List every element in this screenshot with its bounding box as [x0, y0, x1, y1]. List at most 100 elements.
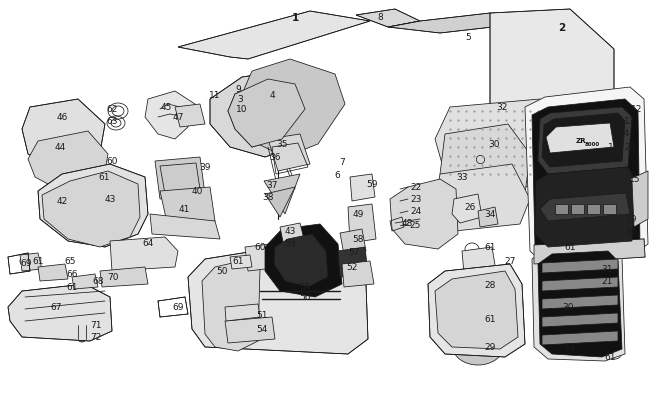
Polygon shape	[160, 188, 215, 228]
Text: 54: 54	[256, 325, 268, 334]
Text: 67: 67	[50, 303, 62, 312]
Text: 6: 6	[334, 171, 340, 180]
Polygon shape	[150, 215, 220, 239]
Text: 43: 43	[104, 195, 116, 204]
Polygon shape	[340, 230, 366, 256]
Polygon shape	[534, 239, 645, 264]
Text: 13: 13	[624, 117, 636, 126]
Polygon shape	[38, 164, 148, 247]
Polygon shape	[587, 205, 600, 215]
Text: 56: 56	[299, 293, 311, 302]
Text: 55: 55	[299, 283, 311, 292]
Polygon shape	[264, 175, 300, 215]
Polygon shape	[440, 125, 530, 205]
Polygon shape	[356, 10, 420, 28]
Polygon shape	[435, 271, 518, 349]
Text: 22: 22	[410, 183, 422, 192]
Polygon shape	[72, 274, 98, 289]
Text: 2: 2	[558, 23, 566, 33]
Text: 19: 19	[626, 215, 638, 224]
Polygon shape	[538, 252, 622, 357]
Text: 52: 52	[346, 263, 358, 272]
Text: 50: 50	[216, 267, 228, 276]
Text: 29: 29	[484, 343, 496, 352]
Text: 45: 45	[161, 103, 172, 112]
Text: 61: 61	[564, 343, 576, 352]
Text: 40: 40	[191, 187, 203, 196]
Text: 8000: 8000	[584, 142, 599, 147]
Polygon shape	[490, 10, 614, 145]
Text: 21: 21	[601, 277, 613, 286]
Text: ZR: ZR	[576, 138, 586, 144]
Text: 61: 61	[564, 243, 576, 252]
Polygon shape	[110, 237, 178, 271]
Text: 58: 58	[352, 235, 364, 244]
Polygon shape	[38, 264, 68, 281]
Text: 26: 26	[464, 203, 476, 212]
Text: 61: 61	[232, 257, 244, 266]
Polygon shape	[178, 12, 370, 60]
Polygon shape	[428, 264, 525, 357]
Text: 35: 35	[276, 140, 288, 149]
Polygon shape	[230, 256, 252, 269]
Text: 31: 31	[601, 265, 613, 274]
Polygon shape	[542, 331, 618, 345]
Text: 14: 14	[619, 129, 630, 138]
Polygon shape	[532, 100, 640, 259]
Text: 8: 8	[377, 13, 383, 22]
Polygon shape	[155, 158, 205, 200]
Polygon shape	[555, 205, 568, 215]
Text: 69: 69	[20, 259, 32, 268]
Text: 70: 70	[107, 273, 119, 282]
Text: 41: 41	[178, 205, 190, 214]
Text: 34: 34	[484, 210, 496, 219]
Text: 65: 65	[64, 257, 76, 266]
Polygon shape	[210, 72, 320, 158]
Text: 27: 27	[504, 257, 515, 266]
Polygon shape	[338, 247, 368, 277]
Text: 57: 57	[348, 248, 359, 257]
Text: 18: 18	[612, 155, 624, 164]
Polygon shape	[532, 243, 625, 361]
Polygon shape	[542, 295, 618, 309]
Polygon shape	[22, 100, 105, 175]
Polygon shape	[478, 207, 498, 228]
Text: 60: 60	[106, 157, 118, 166]
Polygon shape	[546, 124, 614, 153]
Text: 28: 28	[484, 281, 496, 290]
Text: 4: 4	[269, 90, 275, 99]
Text: 44: 44	[55, 143, 66, 152]
Polygon shape	[268, 135, 310, 172]
Text: 63: 63	[106, 117, 118, 126]
Polygon shape	[542, 313, 618, 327]
Text: 60: 60	[254, 243, 266, 252]
Polygon shape	[8, 284, 112, 341]
Text: 61: 61	[32, 257, 44, 266]
Text: 7: 7	[339, 158, 345, 167]
Text: 23: 23	[410, 195, 422, 204]
Text: 53: 53	[284, 239, 296, 248]
Polygon shape	[28, 132, 108, 198]
Text: 1: 1	[291, 13, 298, 23]
Text: 17: 17	[608, 143, 619, 152]
Text: 9: 9	[235, 85, 241, 94]
Polygon shape	[452, 194, 482, 224]
Text: 20: 20	[624, 143, 636, 152]
Text: 39: 39	[200, 163, 211, 172]
Text: 16: 16	[626, 227, 638, 236]
Ellipse shape	[453, 329, 503, 365]
Text: 69: 69	[172, 303, 184, 312]
Polygon shape	[535, 168, 635, 247]
Text: 30: 30	[562, 303, 574, 312]
Text: 43: 43	[284, 227, 296, 236]
Text: 61: 61	[66, 283, 78, 292]
Text: 49: 49	[352, 210, 364, 219]
Text: 11: 11	[209, 90, 221, 99]
Polygon shape	[538, 108, 632, 175]
Polygon shape	[100, 267, 148, 287]
Text: 72: 72	[90, 333, 101, 342]
Text: 36: 36	[269, 153, 281, 162]
Polygon shape	[265, 224, 342, 297]
Polygon shape	[542, 277, 618, 291]
Ellipse shape	[78, 336, 86, 342]
